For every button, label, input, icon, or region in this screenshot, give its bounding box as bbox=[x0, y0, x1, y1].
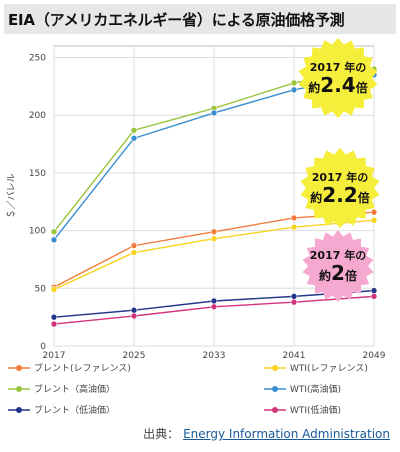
legend-swatch bbox=[264, 406, 286, 413]
data-point bbox=[130, 306, 138, 314]
chart-title-bar: EIA（アメリカエネルギー省）による原油価格予測 bbox=[4, 4, 396, 34]
badge-value: 2.4 bbox=[320, 73, 355, 97]
legend-label: WTI(低油価) bbox=[290, 406, 342, 416]
x-tick-label: 2025 bbox=[123, 351, 146, 360]
badge-line2: 約2.4倍 bbox=[308, 73, 367, 97]
data-point bbox=[130, 249, 138, 256]
badge-starburst bbox=[302, 230, 374, 302]
data-point bbox=[50, 320, 58, 328]
y-tick-label: 150 bbox=[29, 169, 46, 179]
data-point bbox=[130, 135, 138, 142]
data-point bbox=[290, 86, 298, 94]
badge-value: 2 bbox=[331, 261, 345, 285]
data-point bbox=[210, 297, 218, 305]
source-link[interactable]: Energy Information Administration bbox=[183, 427, 390, 441]
data-point bbox=[130, 242, 138, 249]
data-point bbox=[50, 228, 58, 236]
data-point bbox=[130, 126, 138, 134]
legend-entry: ブレント（低油価） bbox=[8, 403, 115, 416]
legend-swatch bbox=[264, 364, 286, 371]
badge-suffix: 倍 bbox=[345, 268, 357, 283]
legend-swatch bbox=[8, 364, 30, 371]
source-label: 出典： bbox=[143, 427, 180, 441]
data-point bbox=[210, 109, 218, 117]
data-point bbox=[290, 293, 298, 300]
badge-line1: 2017 年の bbox=[310, 248, 366, 262]
x-tick-label: 2049 bbox=[363, 351, 386, 360]
legend-swatch bbox=[8, 385, 30, 392]
x-tick-label: 2041 bbox=[283, 351, 306, 360]
data-point bbox=[370, 287, 378, 294]
data-point bbox=[370, 216, 378, 224]
legend-entry: ブレント（高油価） bbox=[8, 382, 115, 395]
data-point bbox=[50, 286, 58, 293]
legend-swatch bbox=[264, 385, 286, 392]
data-point bbox=[210, 228, 218, 236]
data-point bbox=[210, 303, 218, 311]
legend-entry: WTI(高油価) bbox=[264, 382, 341, 395]
legend-entry: ブレント(レファレンス) bbox=[8, 361, 131, 374]
data-point bbox=[50, 313, 58, 321]
y-tick-label: 200 bbox=[29, 111, 46, 121]
y-tick-label: 0 bbox=[40, 342, 46, 352]
legend-entry: WTI(低油価) bbox=[264, 403, 341, 416]
badge-line2: 約2.2倍 bbox=[310, 183, 369, 207]
x-tick-label: 2017 bbox=[43, 351, 66, 360]
y-tick-label: 50 bbox=[35, 284, 47, 294]
legend-label: ブレント（高油価） bbox=[34, 385, 116, 395]
badge-starburst bbox=[298, 38, 378, 118]
data-point bbox=[290, 223, 298, 231]
data-point bbox=[290, 214, 298, 222]
badge-prefix: 約 bbox=[310, 190, 322, 205]
badge-prefix: 約 bbox=[319, 268, 331, 283]
chart-title: EIA（アメリカエネルギー省）による原油価格予測 bbox=[8, 10, 345, 29]
legend-swatch bbox=[8, 406, 30, 413]
y-axis-label: ＄／バレル bbox=[6, 173, 17, 218]
badge-value: 2.2 bbox=[322, 183, 357, 207]
legend-label: WTI(高油価) bbox=[290, 385, 342, 395]
data-point bbox=[130, 312, 138, 320]
data-point bbox=[370, 208, 378, 216]
legend-entry: WTI(レファレンス) bbox=[264, 361, 368, 374]
data-point bbox=[370, 293, 378, 300]
badge-prefix: 約 bbox=[308, 80, 320, 95]
badge-starburst bbox=[300, 148, 380, 228]
badge-line1: 2017 年の bbox=[310, 60, 366, 74]
x-tick-label: 2033 bbox=[203, 351, 226, 360]
badge-line2: 約2倍 bbox=[319, 261, 357, 285]
data-point bbox=[210, 235, 218, 242]
badge-suffix: 倍 bbox=[356, 80, 368, 95]
data-point bbox=[290, 79, 298, 87]
badge-suffix: 倍 bbox=[358, 190, 370, 205]
badge-line1: 2017 年の bbox=[312, 170, 368, 184]
y-tick-label: 100 bbox=[29, 227, 46, 237]
legend-label: ブレント（低油価） bbox=[34, 406, 116, 416]
data-point bbox=[290, 298, 298, 306]
legend-label: ブレント(レファレンス) bbox=[34, 364, 131, 374]
source-citation: 出典： Energy Information Administration bbox=[143, 425, 390, 442]
data-point bbox=[50, 236, 58, 244]
line-chart: 0 50 100 150 200 250 2017 2025 2033 2041 2049 ＄／バレル… bbox=[6, 38, 386, 360]
y-tick-label: 250 bbox=[29, 54, 46, 64]
legend-label: WTI(レファレンス) bbox=[290, 364, 368, 374]
